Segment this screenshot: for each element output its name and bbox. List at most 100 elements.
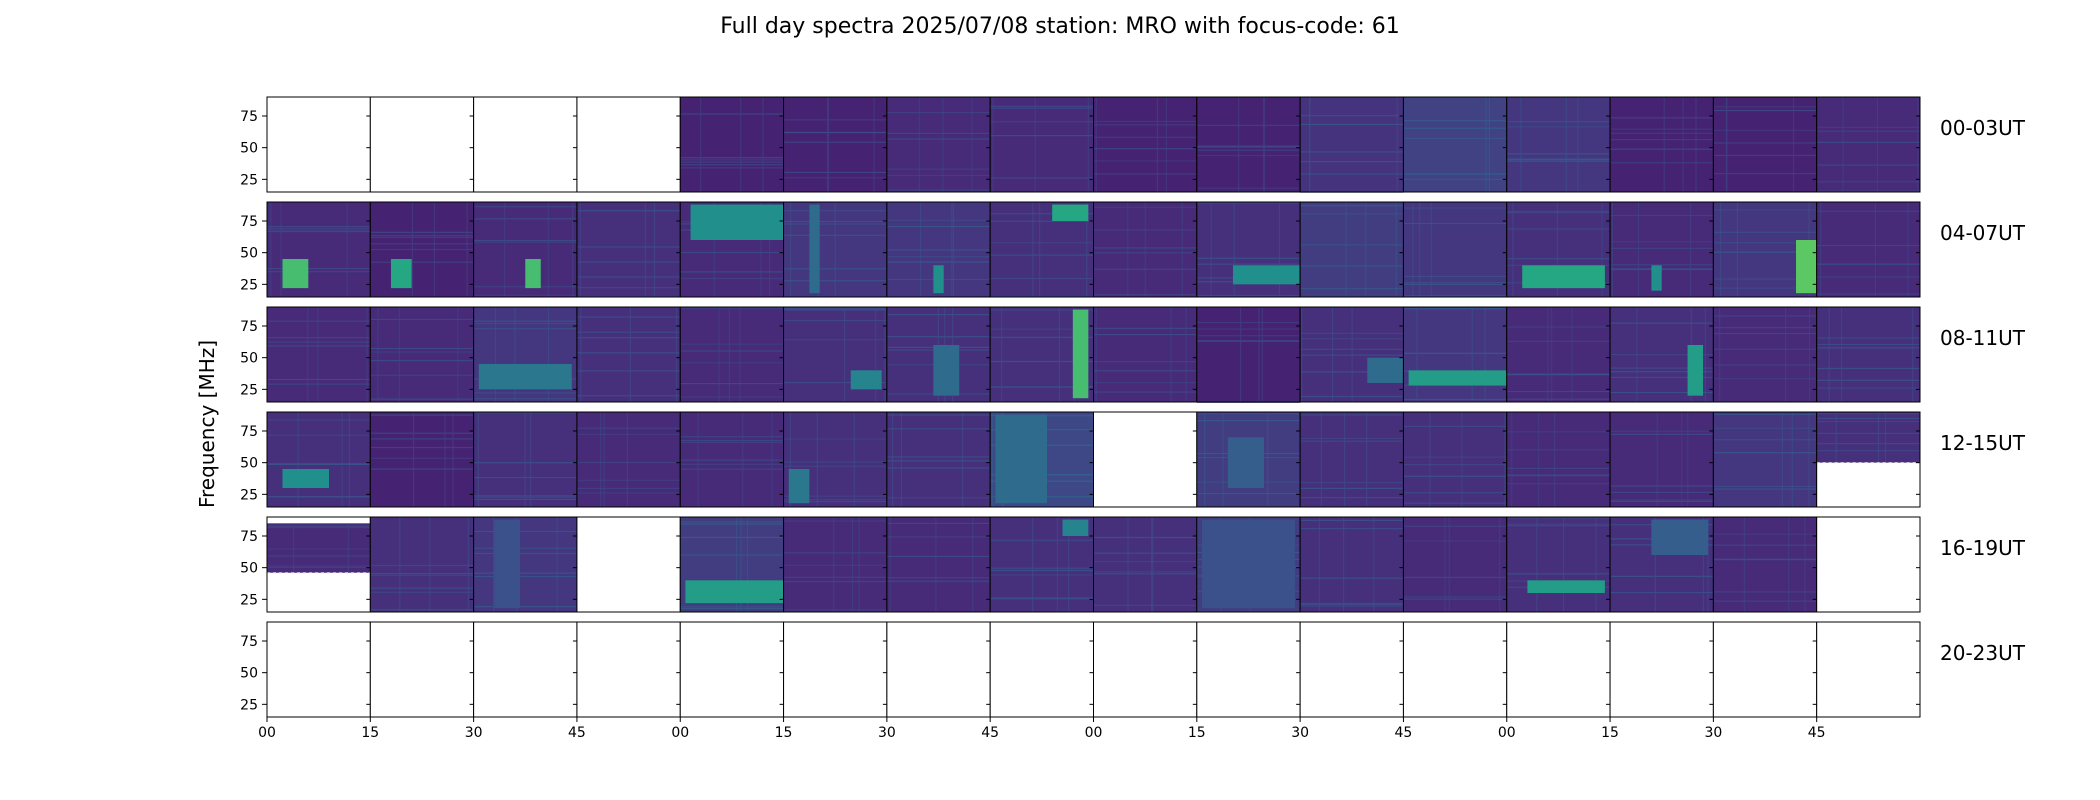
spectrum-panel: [266, 621, 371, 718]
spectrum-stripe: [1262, 97, 1265, 192]
spectrum-stripe: [1300, 244, 1404, 246]
spectrum-stripe: [783, 171, 887, 174]
spectrum-stripe: [834, 202, 836, 297]
spectrum-stripe: [1320, 412, 1322, 507]
spectrum-panel: [369, 621, 475, 718]
spectrum-stripe: [1840, 307, 1843, 402]
spectrum-stripe: [1485, 97, 1487, 192]
spectrum-stripe: [1611, 202, 1613, 297]
spectrum-stripe: [267, 341, 371, 343]
spectral-burst: [1651, 519, 1709, 555]
spectrum-stripe: [740, 517, 742, 612]
spectrum-stripe: [1884, 412, 1887, 463]
spectrum-stripe: [1351, 307, 1353, 402]
spectrum-stripe: [1127, 202, 1129, 297]
spectrum-panel: [1506, 96, 1611, 193]
spectrum-stripe: [1835, 412, 1837, 463]
panel-frame: [1816, 621, 1921, 718]
spectrum-stripe: [1907, 202, 1909, 297]
spectrum-stripe: [1300, 437, 1404, 440]
spectrum-stripe: [990, 254, 1094, 256]
spectrum-stripe: [473, 547, 577, 549]
panel-background: [370, 97, 474, 192]
spectrum-stripe: [267, 555, 371, 557]
spectrum-stripe: [377, 307, 379, 402]
spectrum-stripe: [886, 536, 991, 538]
spectrum-stripe: [900, 412, 903, 507]
spectrum-stripe: [1095, 307, 1097, 402]
spectrum-fill: [1713, 517, 1817, 612]
spectrum-stripe: [680, 343, 784, 345]
spectral-burst: [1522, 265, 1605, 289]
spectrum-panel: [679, 621, 785, 718]
spectrum-panel: [783, 516, 888, 613]
x-tick-label: 30: [465, 725, 483, 741]
spectrum-stripe: [990, 336, 1094, 338]
spectrum-stripe: [267, 227, 371, 230]
spectrum-stripe: [370, 398, 474, 400]
spectrum-stripe: [1403, 502, 1507, 504]
spectrum-stripe: [1707, 517, 1709, 612]
spectrum-stripe: [1196, 420, 1301, 422]
spectrum-stripe: [990, 574, 1094, 576]
spectrum-stripe: [493, 517, 495, 612]
spectrum-stripe: [1403, 283, 1507, 286]
spectrum-stripe: [1842, 97, 1844, 192]
spectrum-stripe: [477, 412, 479, 507]
spectrum-stripe: [370, 609, 474, 611]
spectrum-panel: [473, 516, 578, 613]
spectrum-stripe: [1792, 97, 1795, 192]
spectrum-stripe: [680, 536, 784, 539]
spectral-burst: [788, 469, 810, 504]
spectrum-stripe: [1300, 288, 1404, 290]
spectrum-panel: [679, 201, 785, 298]
spectrum-stripe: [1506, 524, 1611, 527]
spectrum-stripe: [718, 307, 720, 402]
spectrum-stripe: [971, 97, 973, 192]
spectrum-stripe: [1152, 517, 1154, 612]
spectrum-stripe: [1713, 209, 1817, 211]
spectrum-stripe: [576, 316, 681, 318]
spectrum-stripe: [1196, 328, 1301, 330]
spectrum-stripe: [1538, 412, 1540, 507]
y-tick-label: 50: [240, 141, 258, 157]
spectrum-stripe: [1743, 517, 1745, 612]
spectrum-panel: [1402, 306, 1508, 403]
spectrum-stripe: [783, 141, 887, 143]
spectrum-stripe: [783, 581, 887, 583]
spectrum-panel: [576, 96, 681, 193]
spectrum-stripe: [884, 307, 886, 402]
spectral-burst: [525, 259, 541, 289]
spectrum-stripe: [992, 97, 994, 192]
spectrum-stripe: [680, 436, 784, 438]
spectrum-stripe: [789, 412, 791, 507]
spectral-burst: [282, 469, 329, 488]
spectrum-stripe: [858, 517, 860, 612]
spectrum-stripe: [1181, 202, 1183, 297]
spectrum-stripe: [1781, 412, 1783, 507]
y-tick-label: 50: [240, 351, 258, 367]
spectrum-stripe: [473, 206, 577, 208]
spectrum-stripe: [267, 525, 371, 527]
spectrum-stripe: [1300, 123, 1404, 126]
spectrum-stripe: [1093, 173, 1197, 175]
spectrum-stripe: [1506, 523, 1611, 525]
spectra-row: 25 50 75 00-03UT: [240, 96, 2026, 193]
spectrum-stripe: [600, 412, 602, 507]
spectrum-panel: [266, 411, 371, 508]
spectrum-stripe: [783, 609, 887, 611]
spectrum-stripe: [886, 138, 991, 140]
spectrum-panel: [1402, 621, 1508, 718]
spectrum-stripe: [1300, 603, 1404, 606]
spectrum-fill: [1816, 202, 1920, 297]
spectrum-fill: [886, 97, 991, 192]
spectrum-fill: [1093, 97, 1197, 192]
spectrum-stripe: [783, 381, 887, 384]
spectrum-fill: [1610, 97, 1714, 192]
spectrum-stripe: [1506, 467, 1611, 470]
spectrum-stripe: [783, 307, 887, 309]
spectrum-stripe: [1196, 154, 1301, 157]
spectrum-panel: [1402, 96, 1508, 193]
spectrum-stripe: [962, 412, 964, 507]
spectrum-stripe: [1816, 387, 1920, 389]
